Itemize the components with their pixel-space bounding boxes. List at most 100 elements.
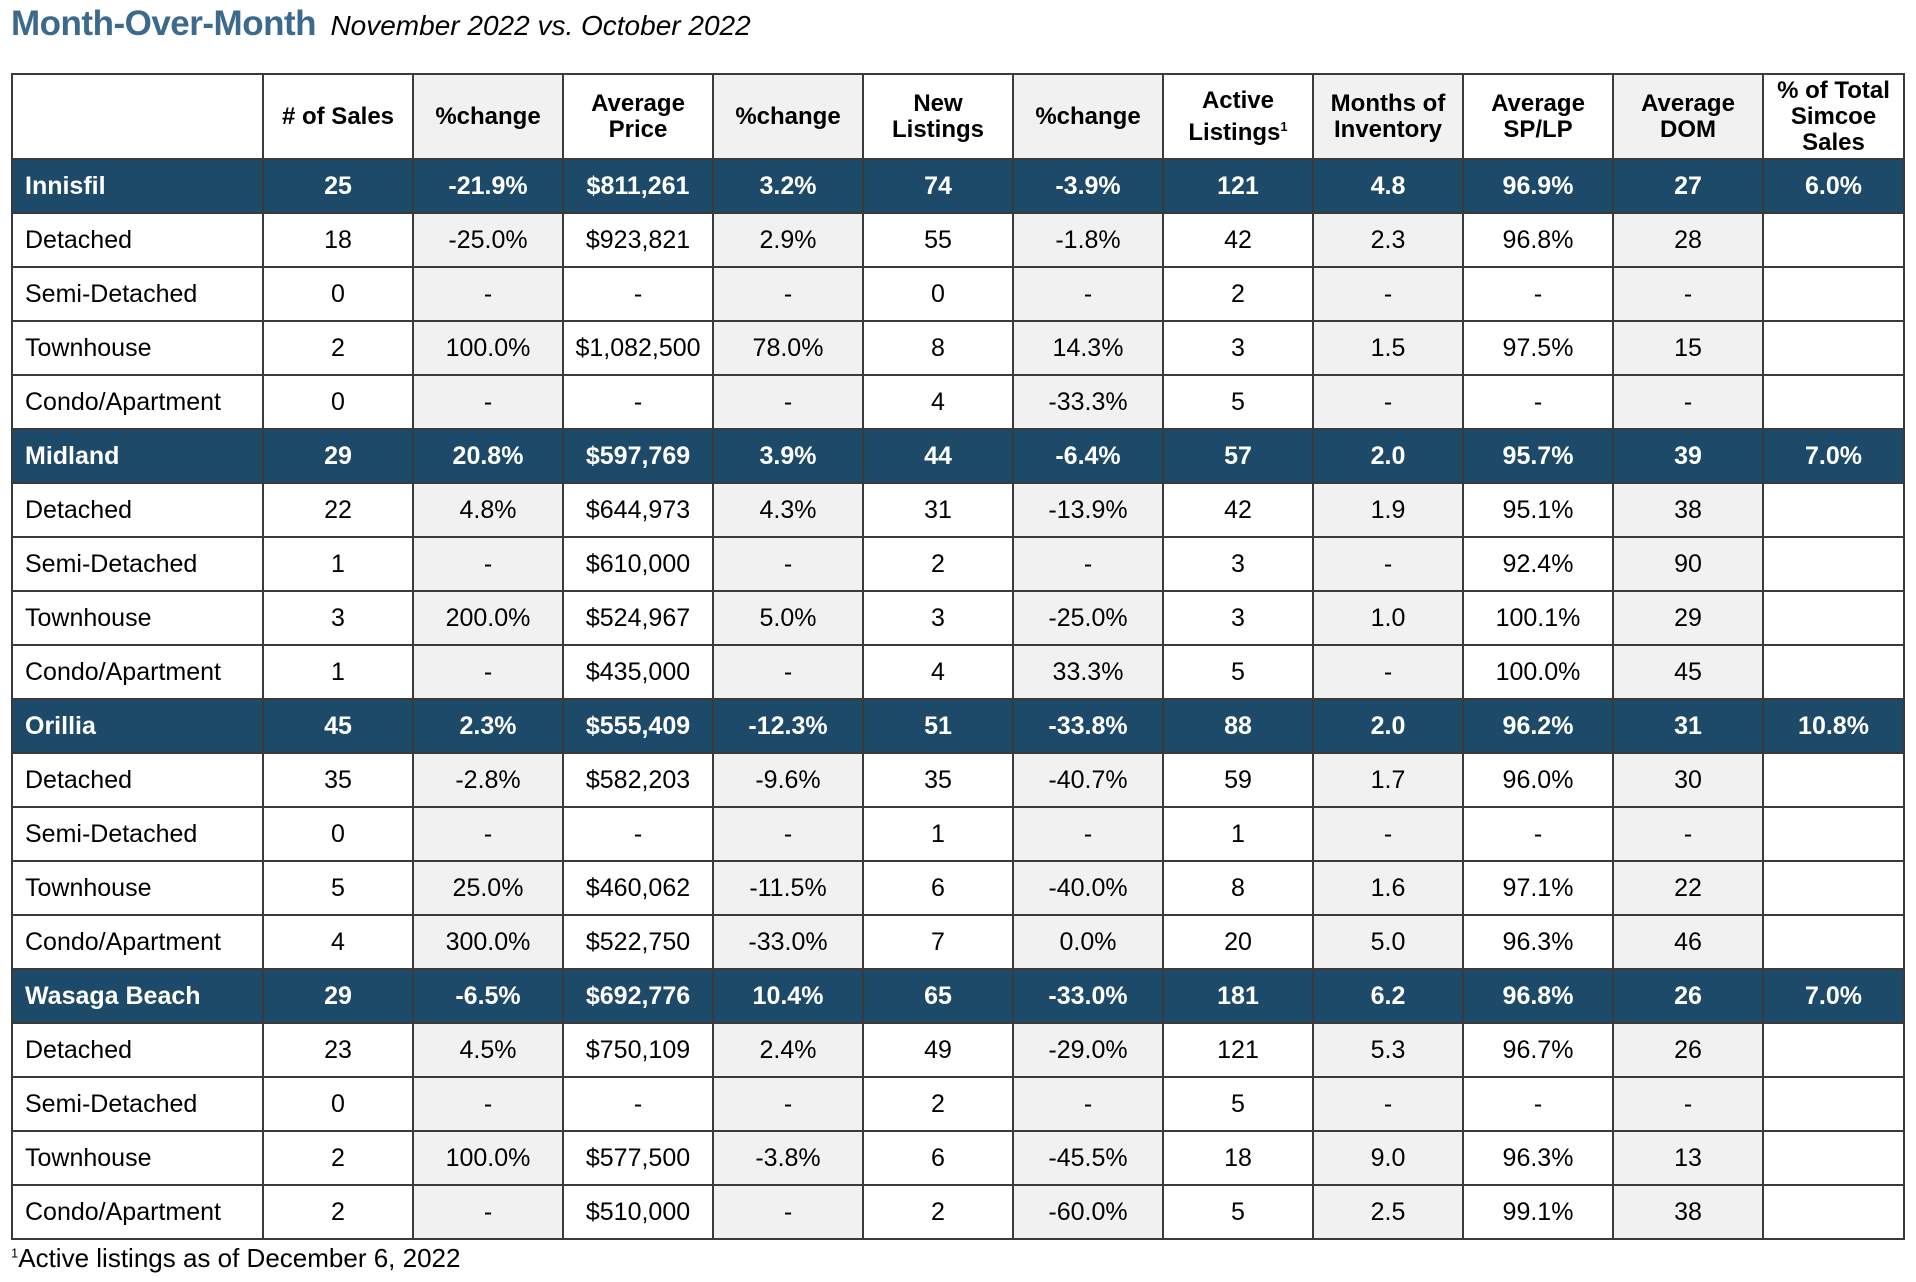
summary-cell-listings-change: -33.8% [1012, 698, 1164, 754]
cell-new-listings: 7 [862, 914, 1014, 970]
table-row: Condo/Apartment 2- $510,000-2 -60.0% 5 2.5 99.… [11, 1184, 1905, 1240]
header-row: # of Sales %change Average Price %change… [11, 73, 1905, 160]
cell-sp-lp: 96.7% [1462, 1022, 1614, 1078]
summary-cell-price-change: 3.9% [712, 428, 864, 484]
summary-cell-active-listings: 121 [1162, 158, 1314, 214]
table-row: Condo/Apartment 0- - -4 -33.3% 5- - - [11, 374, 1905, 430]
cell-average-price: $435,000 [562, 644, 714, 700]
table-row: Detached 18 -25.0% $923,821 2.9% 55 -1.8% 42 2.3… [11, 212, 1905, 268]
cell-listings-change: - [1012, 536, 1164, 592]
cell-active-listings: 42 [1162, 212, 1314, 268]
header-new-listings: New Listings [862, 73, 1014, 160]
cell-name: Condo/Apartment [11, 914, 264, 970]
summary-cell-active-listings: 88 [1162, 698, 1314, 754]
summary-cell-new-listings: 51 [862, 698, 1014, 754]
summary-cell-sales: 45 [262, 698, 414, 754]
cell-price-change: -9.6% [712, 752, 864, 808]
summary-cell-average-price: $692,776 [562, 968, 714, 1024]
group-summary-row: Wasaga Beach 29 -6.5% $692,776 10.4% 65 -33.0%… [11, 968, 1905, 1024]
summary-cell-months-inventory: 6.2 [1312, 968, 1464, 1024]
cell-name: Detached [11, 752, 264, 808]
cell-sales: 2 [262, 1184, 414, 1240]
summary-cell-sales: 29 [262, 428, 414, 484]
cell-total-simcoe [1762, 212, 1905, 268]
table-row: Townhouse 5 25.0% $460,062 -11.5% 6 -40.0% 8 1.6… [11, 860, 1905, 916]
cell-price-change: - [712, 1184, 864, 1240]
table-row: Townhouse 2 100.0% $1,082,500 78.0% 8 14.3% 3 1.… [11, 320, 1905, 376]
summary-cell-sales-change: -21.9% [412, 158, 564, 214]
cell-average-price: - [562, 806, 714, 862]
cell-name: Semi-Detached [11, 806, 264, 862]
cell-total-simcoe [1762, 1076, 1905, 1132]
cell-sales-change: 25.0% [412, 860, 564, 916]
cell-average-dom: 13 [1612, 1130, 1764, 1186]
table-row: Semi-Detached 0- - -0-2- - - [11, 266, 1905, 322]
cell-sales: 0 [262, 266, 414, 322]
cell-sales: 0 [262, 806, 414, 862]
cell-active-listings: 5 [1162, 374, 1314, 430]
header-months-inventory: Months of Inventory [1312, 73, 1464, 160]
cell-total-simcoe [1762, 482, 1905, 538]
cell-total-simcoe [1762, 320, 1905, 376]
cell-average-price: - [562, 1076, 714, 1132]
cell-sales-change: -25.0% [412, 212, 564, 268]
cell-sp-lp: - [1462, 806, 1614, 862]
cell-sp-lp: 97.5% [1462, 320, 1614, 376]
month-over-month-table: # of Sales %change Average Price %change… [11, 73, 1905, 1240]
summary-cell-total-simcoe: 6.0% [1762, 158, 1905, 214]
cell-listings-change: 33.3% [1012, 644, 1164, 700]
summary-cell-sp-lp: 96.8% [1462, 968, 1614, 1024]
cell-price-change: -33.0% [712, 914, 864, 970]
cell-sales-change: 300.0% [412, 914, 564, 970]
cell-total-simcoe [1762, 590, 1905, 646]
cell-listings-change: -60.0% [1012, 1184, 1164, 1240]
footnote-text: Active listings as of December 6, 2022 [18, 1243, 461, 1273]
cell-sp-lp: 100.0% [1462, 644, 1614, 700]
cell-sales: 0 [262, 374, 414, 430]
summary-cell-total-simcoe: 10.8% [1762, 698, 1905, 754]
table-body: Innisfil 25 -21.9% $811,261 3.2% 74 -3.9% 121 4.… [11, 158, 1905, 1240]
table-row: Detached 22 4.8% $644,973 4.3% 31 -13.9% 42 1.9 9… [11, 482, 1905, 538]
summary-cell-name: Innisfil [11, 158, 264, 214]
cell-active-listings: 121 [1162, 1022, 1314, 1078]
cell-new-listings: 6 [862, 860, 1014, 916]
cell-new-listings: 31 [862, 482, 1014, 538]
summary-cell-active-listings: 181 [1162, 968, 1314, 1024]
cell-average-price: $510,000 [562, 1184, 714, 1240]
summary-cell-average-price: $811,261 [562, 158, 714, 214]
cell-sales-change: 100.0% [412, 1130, 564, 1186]
summary-cell-price-change: 3.2% [712, 158, 864, 214]
header-sp-lp: Average SP/LP [1462, 73, 1614, 160]
cell-sales-change: - [412, 1184, 564, 1240]
cell-sales: 2 [262, 1130, 414, 1186]
cell-average-dom: 15 [1612, 320, 1764, 376]
summary-cell-months-inventory: 4.8 [1312, 158, 1464, 214]
cell-sp-lp: 96.0% [1462, 752, 1614, 808]
summary-cell-name: Wasaga Beach [11, 968, 264, 1024]
table-row: Townhouse 3 200.0% $524,967 5.0% 3 -25.0% 3 1.0 1… [11, 590, 1905, 646]
summary-cell-name: Midland [11, 428, 264, 484]
cell-average-price: $522,750 [562, 914, 714, 970]
cell-listings-change: -25.0% [1012, 590, 1164, 646]
cell-total-simcoe [1762, 1184, 1905, 1240]
cell-new-listings: 2 [862, 1184, 1014, 1240]
group-summary-row: Midland 29 20.8% $597,769 3.9% 44 -6.4% 57 2.0 95… [11, 428, 1905, 484]
cell-sp-lp: 96.8% [1462, 212, 1614, 268]
cell-sp-lp: 95.1% [1462, 482, 1614, 538]
cell-price-change: - [712, 266, 864, 322]
table-row: Townhouse 2 100.0% $577,500 -3.8% 6 -45.5% 18 9.… [11, 1130, 1905, 1186]
header-active-listings-label: Active Listings [1188, 86, 1281, 146]
summary-cell-average-dom: 26 [1612, 968, 1764, 1024]
cell-new-listings: 35 [862, 752, 1014, 808]
cell-new-listings: 8 [862, 320, 1014, 376]
cell-price-change: 78.0% [712, 320, 864, 376]
cell-sales: 2 [262, 320, 414, 376]
cell-average-price: $460,062 [562, 860, 714, 916]
cell-new-listings: 1 [862, 806, 1014, 862]
cell-sales: 1 [262, 536, 414, 592]
footnote-marker: 1 [11, 1245, 19, 1261]
cell-listings-change: -40.7% [1012, 752, 1164, 808]
summary-cell-average-price: $555,409 [562, 698, 714, 754]
cell-sales-change: 100.0% [412, 320, 564, 376]
cell-months-inventory: - [1312, 266, 1464, 322]
